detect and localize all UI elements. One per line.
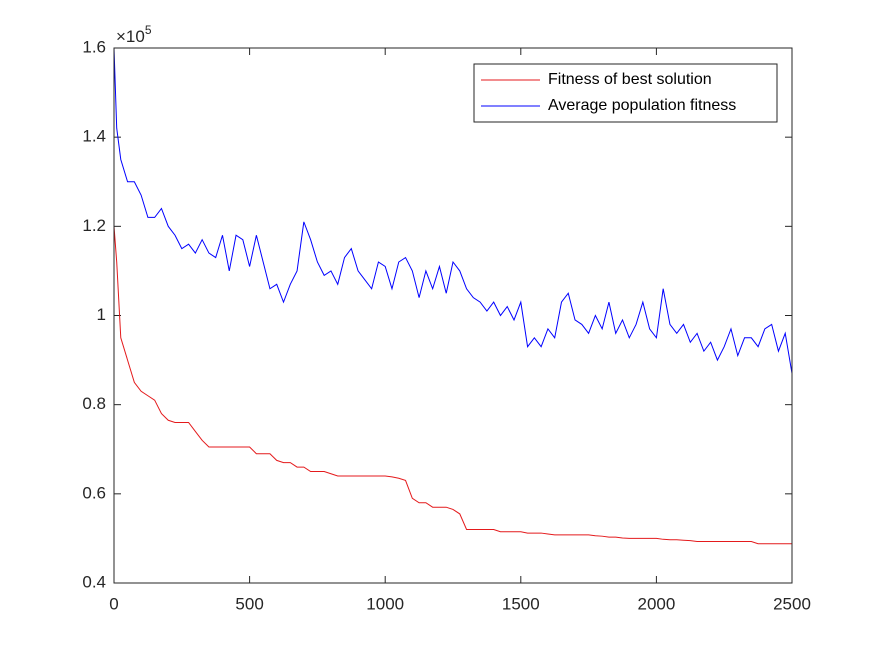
data-line bbox=[113, 47, 793, 374]
data-line bbox=[113, 226, 792, 545]
y-multiplier-base: ×10 bbox=[116, 27, 145, 46]
y-multiplier: ×105 bbox=[116, 23, 152, 46]
legend-label: Fitness of best solution bbox=[548, 71, 712, 88]
y-tick-label: 1.4 bbox=[82, 127, 106, 146]
legend-box bbox=[473, 63, 778, 123]
y-tick-label: 0.4 bbox=[82, 572, 106, 591]
x-tick-label: 1000 bbox=[366, 594, 404, 613]
y-tick-label: 0.8 bbox=[82, 394, 106, 413]
x-tick-label: 500 bbox=[235, 594, 263, 613]
x-tick-label: 0 bbox=[109, 594, 118, 613]
x-tick-label: 1500 bbox=[502, 594, 540, 613]
legend: Fitness of best solution Average populati… bbox=[473, 63, 778, 123]
axes-box bbox=[113, 47, 793, 584]
legend-label: Average population fitness bbox=[548, 97, 736, 114]
y-tick-label: 1.6 bbox=[82, 37, 106, 56]
y-tick-label: 1.2 bbox=[82, 216, 106, 235]
y-tick-label: 1 bbox=[97, 305, 106, 324]
x-tick-label: 2000 bbox=[637, 594, 675, 613]
x-tick-label: 2500 bbox=[773, 594, 811, 613]
y-multiplier-exponent: 5 bbox=[145, 23, 152, 37]
y-tick-label: 0.6 bbox=[82, 483, 106, 502]
